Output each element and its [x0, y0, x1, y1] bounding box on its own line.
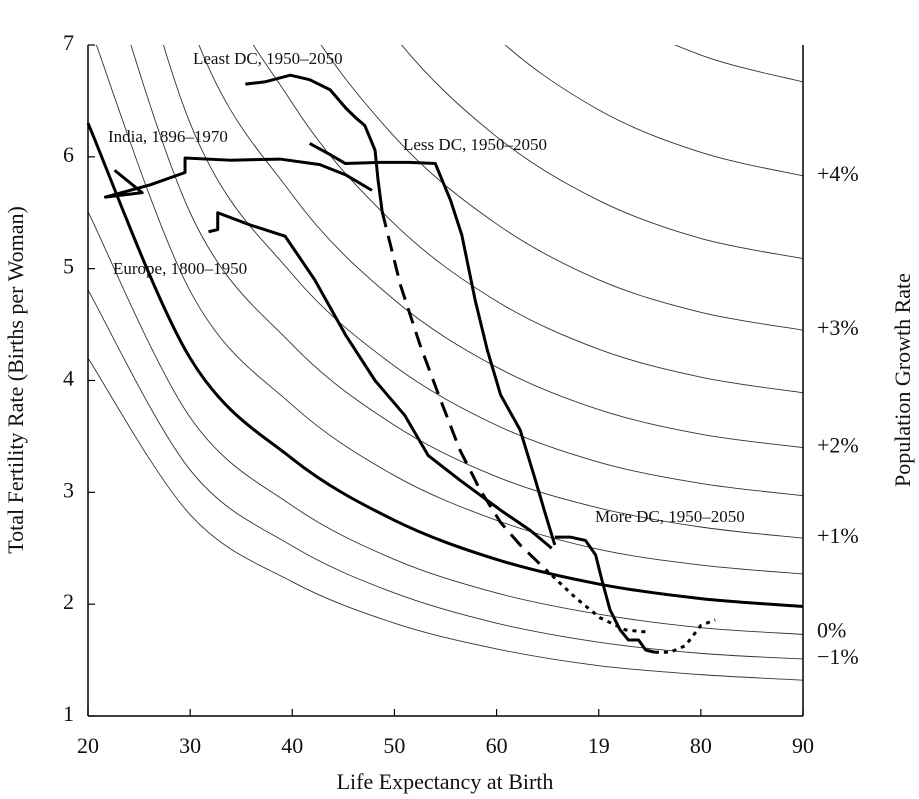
y-tick-label: 7 — [63, 30, 74, 55]
x-tick-label: 60 — [486, 733, 508, 758]
growth-contour — [504, 45, 803, 177]
trajectory-line — [554, 535, 656, 654]
x-axis-title: Life Expectancy at Birth — [337, 769, 554, 794]
growth-contour — [198, 45, 803, 449]
trajectory-line — [380, 211, 547, 571]
y2-axis-title: Population Growth Rate — [890, 273, 915, 487]
growth-contour — [401, 45, 803, 260]
x-tick-label: 30 — [179, 733, 201, 758]
x-tick-label: 80 — [690, 733, 712, 758]
trajectory-line — [544, 568, 648, 634]
contour-label: +2% — [817, 433, 859, 458]
y-tick-label: 6 — [63, 142, 74, 167]
growth-contour — [162, 45, 803, 497]
x-tick-label: 90 — [792, 733, 814, 758]
series-label: Less DC, 1950–2050 — [403, 135, 547, 154]
trajectory-line — [245, 73, 384, 212]
y-tick-label: 4 — [63, 366, 74, 391]
series-label: More DC, 1950–2050 — [595, 507, 745, 526]
growth-contour — [88, 289, 803, 660]
growth-contour — [130, 45, 803, 539]
contour-layer — [88, 45, 803, 681]
x-tick-label: 19 — [588, 733, 610, 758]
trajectory-line — [86, 122, 804, 608]
contour-label: +1% — [817, 523, 859, 548]
x-tick-label: 20 — [77, 733, 99, 758]
trajectory-line — [308, 142, 557, 546]
x-tick-label: 50 — [383, 733, 405, 758]
series-label: 0% — [817, 617, 846, 642]
y-tick-label: 5 — [63, 254, 74, 279]
series-layer — [86, 73, 804, 654]
y-tick-label: 3 — [63, 477, 74, 502]
series-label: Least DC, 1950–2050 — [193, 49, 343, 68]
y-axis-title: Total Fertility Rate (Births per Woman) — [3, 206, 28, 554]
series-label: India, 1896–1970 — [108, 127, 228, 146]
trajectory-line — [654, 618, 716, 654]
contour-label: +3% — [817, 315, 859, 340]
growth-contour — [673, 45, 803, 83]
growth-contour — [252, 45, 803, 394]
trajectory-line — [208, 211, 553, 550]
trajectory-line — [103, 156, 373, 199]
y-tick-label: 2 — [63, 589, 74, 614]
contour-label: +4% — [817, 161, 859, 186]
growth-contour — [95, 45, 803, 575]
growth-contour — [320, 45, 803, 331]
growth-contour — [88, 357, 803, 681]
y-tick-label: 1 — [63, 701, 74, 726]
contour-label: −1% — [817, 644, 859, 669]
x-tick-label: 40 — [281, 733, 303, 758]
series-label: Europe, 1800–1950 — [113, 259, 247, 278]
growth-contour — [88, 211, 803, 635]
